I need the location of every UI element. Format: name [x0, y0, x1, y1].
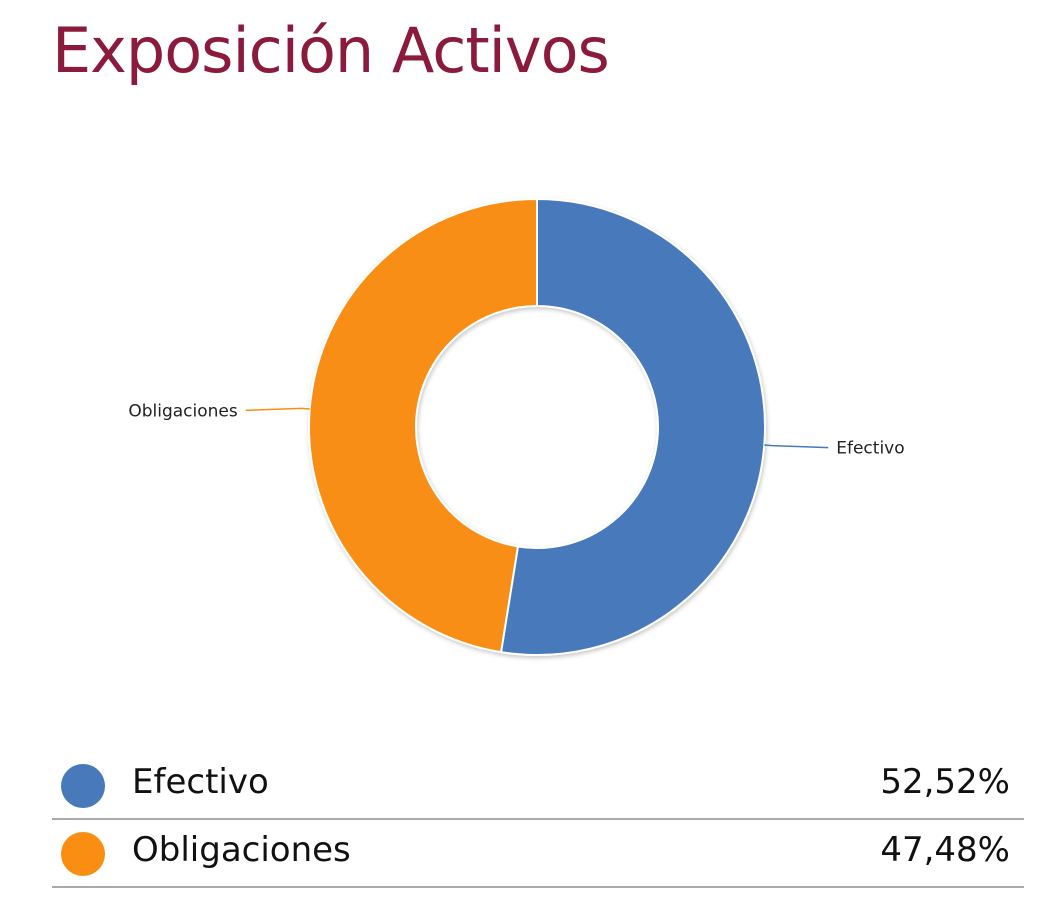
- legend-label-efectivo: Efectivo: [132, 762, 269, 802]
- legend-marker-efectivo: [61, 764, 105, 808]
- legend-row-efectivo: Efectivo 52,52%: [52, 752, 1024, 820]
- legend-row-obligaciones: Obligaciones 47,48%: [52, 820, 1024, 888]
- leader-line-efectivo: [764, 444, 829, 449]
- legend-marker-obligaciones: [61, 832, 105, 876]
- page-title: Exposición Activos: [52, 14, 610, 87]
- legend-value-efectivo: 52,52%: [880, 762, 1010, 802]
- legend-label-obligaciones: Obligaciones: [132, 830, 351, 870]
- data-label-efectivo: Efectivo: [836, 439, 904, 459]
- legend-value-obligaciones: 47,48%: [880, 830, 1010, 870]
- data-label-obligaciones: Obligaciones: [128, 401, 238, 421]
- slice-efectivo: [499, 197, 766, 656]
- leader-line-obligaciones: [245, 407, 310, 412]
- donut-chart-svg: Efectivo Obligaciones: [128, 197, 905, 656]
- donut-chart: Efectivo Obligaciones: [128, 197, 905, 656]
- legend: Efectivo 52,52% Obligaciones 47,48%: [52, 752, 1024, 888]
- slice-obligaciones: [308, 197, 538, 654]
